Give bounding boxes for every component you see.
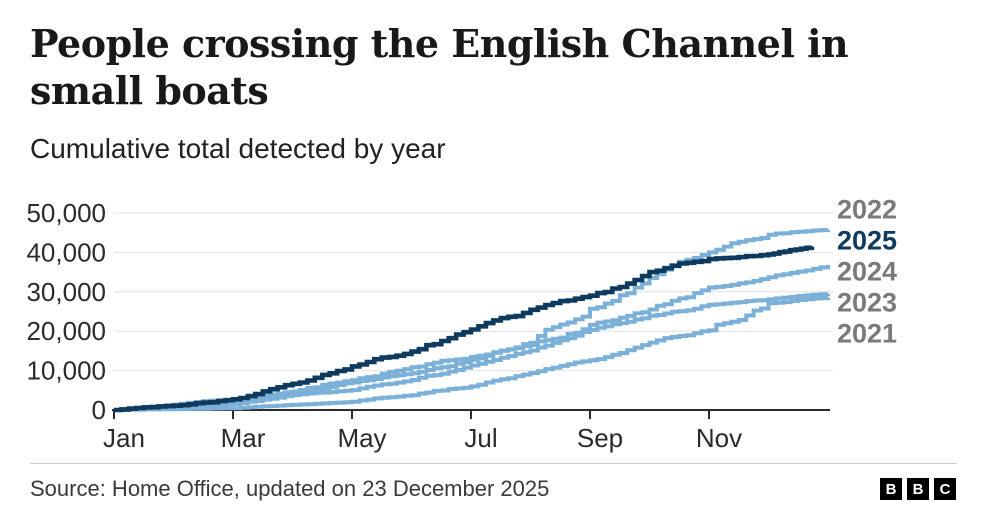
y-tick-label-50000: 50,000 <box>26 198 106 228</box>
x-tick-label-May: May <box>337 423 386 453</box>
series-label-2025: 2025 <box>837 226 897 256</box>
bbc-logo-block-3: C <box>934 478 956 500</box>
series-line-2023 <box>114 292 830 412</box>
bbc-logo-block-2: B <box>907 478 929 500</box>
series-line-2025 <box>114 245 815 413</box>
y-tick-label-40000: 40,000 <box>26 237 106 267</box>
y-tick-label-0: 0 <box>92 395 106 425</box>
series-label-2021: 2021 <box>837 319 897 349</box>
y-tick-label-10000: 10,000 <box>26 356 106 386</box>
x-tick-label-Sep: Sep <box>577 423 623 453</box>
source-note: Source: Home Office, updated on 23 Decem… <box>30 476 550 501</box>
x-tick-label-Jul: Jul <box>464 423 497 453</box>
x-tick-label-Jan: Jan <box>103 423 145 453</box>
series-label-2023: 2023 <box>837 288 897 318</box>
x-tick-label-Mar: Mar <box>221 423 266 453</box>
y-tick-label-20000: 20,000 <box>26 316 106 346</box>
series-line-2021 <box>114 296 830 412</box>
footer-divider <box>30 463 957 464</box>
series-label-2022: 2022 <box>837 195 897 225</box>
series-label-2024: 2024 <box>837 257 897 287</box>
bbc-logo-block-1: B <box>880 478 902 500</box>
chart-subtitle: Cumulative total detected by year <box>30 133 446 164</box>
y-tick-label-30000: 30,000 <box>26 277 106 307</box>
line-chart: 0 10,000 20,000 30,000 40,000 50,000 Jan Mar May… <box>26 195 897 453</box>
chart-title: People crossing the English Channel in s… <box>30 21 849 114</box>
x-tick-label-Nov: Nov <box>696 423 742 453</box>
